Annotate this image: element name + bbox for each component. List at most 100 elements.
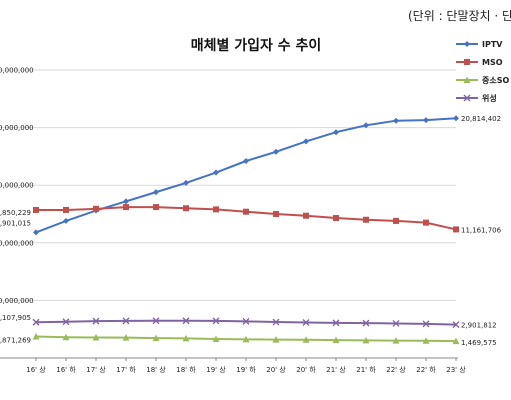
data-point-marker: [422, 337, 430, 344]
data-point-marker: [213, 169, 219, 176]
unit-note: (단위 : 단말장치 · 단지: [408, 9, 511, 23]
x-tick-label: 21' 상: [326, 365, 346, 374]
data-point-marker: [362, 319, 370, 327]
data-point-marker: [213, 206, 219, 213]
data-point-marker: [392, 337, 400, 344]
data-point-marker: [123, 198, 129, 205]
x-tick-label: 17' 하: [116, 365, 136, 374]
series-3: [32, 317, 460, 329]
data-point-marker: [303, 138, 309, 145]
data-point-marker: [273, 211, 279, 217]
x-tick-label: 22' 하: [416, 365, 436, 374]
data-point-marker: [152, 334, 160, 342]
y-axis-ticks: 0,000,000 0,000,000 0,000,000 0,000,000 0,00…: [0, 67, 34, 305]
data-point-marker: [452, 321, 460, 329]
data-point-marker: [243, 158, 249, 165]
data-point-marker: [332, 319, 340, 327]
x-tick-label: 20' 하: [296, 365, 316, 374]
x-tick-label: 23' 상: [446, 365, 466, 374]
y-tick-label: 0,000,000: [0, 67, 34, 75]
data-point-marker: [464, 59, 470, 65]
data-point-marker: [182, 334, 190, 342]
data-point-marker: [302, 319, 310, 327]
data-point-marker: [392, 319, 400, 327]
data-point-marker: [92, 317, 100, 325]
data-point-marker: [272, 318, 280, 326]
x-tick-label: 18' 상: [146, 365, 166, 374]
data-point-marker: [183, 179, 189, 186]
data-point-marker: [33, 206, 39, 213]
data-point-marker: [33, 229, 39, 236]
data-point-marker: [62, 318, 70, 326]
data-point-marker: [463, 76, 471, 83]
data-point-marker: [93, 205, 99, 212]
x-axis-ticks: 16' 상 16' 하 17' 상 17' 하 18' 상 18' 하 19' 상 19' 하…: [26, 358, 466, 374]
data-point-marker: [212, 335, 220, 342]
x-tick-label: 18' 하: [176, 365, 196, 374]
data-point-marker: [393, 217, 399, 224]
data-point-marker: [332, 336, 340, 344]
data-point-marker: [333, 129, 339, 136]
data-point-marker: [153, 204, 159, 211]
data-point-marker: [122, 317, 130, 325]
y-tick-label: 0,000,000: [0, 239, 34, 247]
data-point-marker: [62, 333, 70, 341]
legend-label: IPTV: [482, 40, 503, 49]
data-point-marker: [452, 337, 460, 345]
x-tick-label: 19' 상: [206, 365, 226, 374]
end-value-label: 1,469,575: [461, 339, 497, 347]
data-point-marker: [32, 332, 40, 340]
data-point-marker: [92, 333, 100, 341]
y-tick-label: 0,000,000: [0, 124, 34, 132]
legend-label: 위성: [482, 93, 497, 103]
data-point-marker: [243, 208, 249, 215]
legend-item: 중소SO: [456, 76, 509, 85]
data-point-marker: [422, 320, 430, 328]
data-point-marker: [453, 115, 459, 122]
x-tick-label: 19' 하: [236, 365, 256, 374]
x-tick-label: 20' 상: [266, 365, 286, 374]
legend-item: MSO: [456, 58, 503, 67]
end-value-label: 11,161,706: [461, 226, 502, 234]
data-point-marker: [182, 317, 190, 325]
legend-label: MSO: [482, 58, 503, 67]
legend-label: 중소SO: [482, 76, 509, 85]
data-point-marker: [423, 117, 429, 124]
data-point-marker: [183, 205, 189, 212]
data-point-marker: [242, 335, 250, 343]
data-point-marker: [453, 226, 459, 233]
legend: IPTV MSO 중소SO 위성: [456, 40, 509, 103]
series-line: [35, 117, 457, 234]
legend-item: 위성: [456, 93, 497, 103]
data-point-marker: [272, 336, 280, 343]
data-point-marker: [242, 317, 250, 325]
data-point-marker: [363, 122, 369, 129]
x-tick-label: 17' 상: [86, 365, 106, 374]
grid-lines: [0, 69, 458, 359]
data-point-marker: [273, 148, 279, 155]
data-point-marker: [302, 336, 310, 343]
data-point-marker: [303, 212, 309, 219]
y-tick-label: 0,000,000: [0, 182, 34, 190]
data-point-marker: [123, 204, 129, 211]
data-point-marker: [464, 41, 470, 47]
start-value-label: 1,871,269: [0, 336, 31, 344]
data-point-marker: [152, 317, 160, 325]
series-0: [33, 115, 459, 236]
y-tick-label: 0,000,000: [0, 297, 34, 305]
start-value-label: 10,901,015: [0, 219, 31, 227]
data-point-marker: [393, 117, 399, 124]
x-tick-label: 16' 하: [56, 365, 76, 374]
x-tick-label: 16' 상: [26, 365, 46, 374]
data-point-marker: [63, 217, 69, 224]
data-point-marker: [363, 216, 369, 223]
data-point-marker: [423, 219, 429, 226]
data-point-marker: [122, 334, 130, 341]
end-value-label: 2,901,812: [461, 322, 497, 330]
data-point-marker: [212, 317, 220, 325]
end-value-label: 20,814,402: [461, 115, 501, 123]
series-1: [33, 204, 459, 233]
data-point-marker: [463, 94, 471, 102]
